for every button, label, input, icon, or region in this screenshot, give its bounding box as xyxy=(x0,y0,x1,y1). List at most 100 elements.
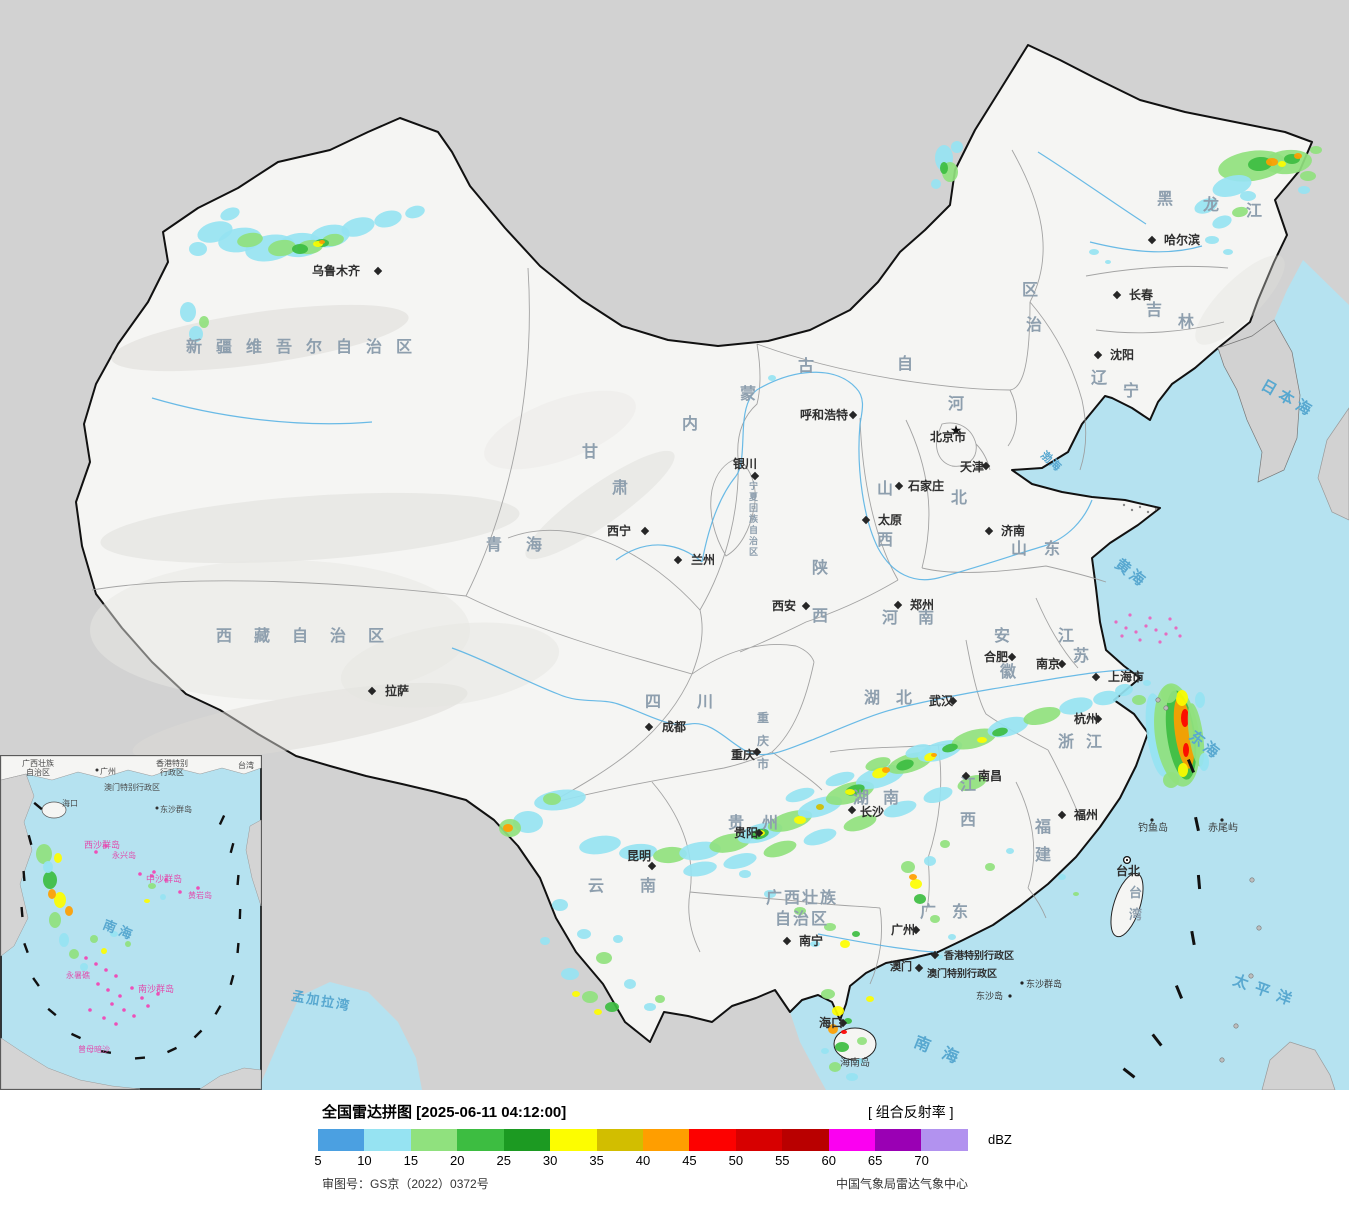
reef-dot xyxy=(104,968,108,972)
reef-dot xyxy=(102,1016,106,1020)
radar-echo xyxy=(69,949,79,959)
rivers xyxy=(151,151,1203,953)
city-diamond-marker xyxy=(673,555,683,565)
boundary-dash xyxy=(236,942,240,954)
radar-echo xyxy=(852,931,860,937)
scale-value-10: 10 xyxy=(357,1153,372,1168)
radar-echo xyxy=(65,906,73,916)
scale-swatch-5 xyxy=(318,1129,365,1151)
map-title: 全国雷达拼图 [2025-06-11 04:12:00] xyxy=(322,1104,567,1121)
radar-echo-layer xyxy=(180,141,1322,1081)
city-diamond-marker xyxy=(647,861,657,871)
city-label: 太原 xyxy=(878,512,902,527)
city-label: 上海市 xyxy=(1108,669,1144,684)
city-diamond-marker xyxy=(367,686,377,696)
inset-label: 行政区 xyxy=(160,767,184,777)
sandbank-dot xyxy=(1178,634,1182,638)
radar-echo xyxy=(1023,706,1061,726)
province-label: 山西 xyxy=(877,480,893,549)
radar-echo xyxy=(543,793,561,805)
province-label: 黑 xyxy=(1157,190,1173,208)
reef-dot xyxy=(84,956,88,960)
island-dot-layer xyxy=(1008,503,1262,1063)
radar-echo xyxy=(144,899,150,903)
sandbank-dot xyxy=(1128,613,1132,617)
radar-echo xyxy=(825,771,855,787)
boundary-dash xyxy=(47,1007,57,1017)
radar-echo xyxy=(596,952,612,964)
city-label: 乌鲁木齐 xyxy=(312,263,361,278)
inset-label: 广州 xyxy=(100,766,116,776)
radar-echo xyxy=(905,744,931,758)
province-label: 自 xyxy=(897,354,913,373)
radar-echo xyxy=(594,1009,602,1015)
radar-echo xyxy=(48,889,56,899)
city-circle-marker-dot xyxy=(1125,858,1129,862)
radar-echo xyxy=(914,894,926,904)
radar-echo xyxy=(110,931,118,937)
radar-echo xyxy=(846,1073,858,1081)
boundary-dash xyxy=(1151,1033,1163,1047)
boundary-dash xyxy=(33,801,43,811)
strait-island-dot xyxy=(1138,505,1142,509)
radar-echo xyxy=(835,1042,849,1052)
city-diamond-marker xyxy=(838,1018,848,1028)
radar-echo xyxy=(821,1048,829,1054)
boundary-dash xyxy=(1174,984,1184,1000)
boundary-dash xyxy=(214,1005,222,1015)
province-label: 自治区 xyxy=(775,909,829,928)
radar-echo xyxy=(909,874,917,880)
sandbank-dot xyxy=(1124,626,1128,630)
inset-island-label: 曾母暗沙 xyxy=(78,1044,110,1054)
radar-echo xyxy=(54,853,62,863)
island-dot xyxy=(1008,994,1012,998)
approval-number: 审图号：GS京（2022）0372号 xyxy=(322,1177,489,1191)
city-label: 贵阳 xyxy=(734,825,758,840)
radar-echo xyxy=(1240,191,1256,201)
province-label: 内 xyxy=(682,414,698,433)
inset-label: 台湾 xyxy=(238,760,254,770)
city-label: 郑州 xyxy=(910,597,934,612)
reef-dot xyxy=(114,974,118,978)
radar-echo xyxy=(866,996,874,1002)
radar-echo xyxy=(940,162,948,174)
reef-dot xyxy=(156,992,160,996)
city-diamond-marker xyxy=(1057,810,1067,820)
inset-vietnam-coast xyxy=(0,773,35,957)
reef-dot xyxy=(132,1014,136,1018)
province-label: 新疆维吾尔自治区 xyxy=(186,337,426,356)
sandbank-dot xyxy=(1164,632,1168,636)
reef-dot xyxy=(196,886,200,890)
city-diamond-marker xyxy=(1147,235,1157,245)
radar-echo xyxy=(1205,236,1219,244)
sandbank-dot xyxy=(1144,624,1148,628)
province-label: 山东 xyxy=(1011,539,1077,558)
boundary-dash xyxy=(22,870,26,882)
scale-value-40: 40 xyxy=(635,1153,651,1168)
city-diamond-marker xyxy=(948,696,958,706)
radar-echo xyxy=(1298,186,1310,194)
radar-echo xyxy=(189,326,203,342)
radar-echo xyxy=(1132,695,1146,705)
sandbank-dot xyxy=(1154,628,1158,632)
province-label: 区 xyxy=(1022,281,1038,299)
radar-echo xyxy=(1310,146,1322,154)
strait-island-dot xyxy=(1154,507,1158,511)
inset-nine-dash-line xyxy=(20,801,242,1060)
province-label: 宁夏回族自治区 xyxy=(748,480,759,557)
province-label: 云南 xyxy=(588,876,692,895)
reef-dot xyxy=(114,1022,118,1026)
radar-echo xyxy=(1089,249,1099,255)
radar-echo xyxy=(1183,743,1189,757)
radar-echo xyxy=(841,1030,847,1034)
boundary-dash xyxy=(229,974,235,986)
scale-swatch-65 xyxy=(875,1129,922,1151)
city-diamond-marker xyxy=(373,266,383,276)
island-dot xyxy=(1233,1023,1239,1029)
scale-value-5: 5 xyxy=(314,1153,322,1168)
radar-echo xyxy=(1187,703,1205,767)
city-diamond-marker xyxy=(1093,714,1103,724)
province-label: 甘 xyxy=(582,443,598,461)
boundary-dash xyxy=(166,1046,178,1054)
